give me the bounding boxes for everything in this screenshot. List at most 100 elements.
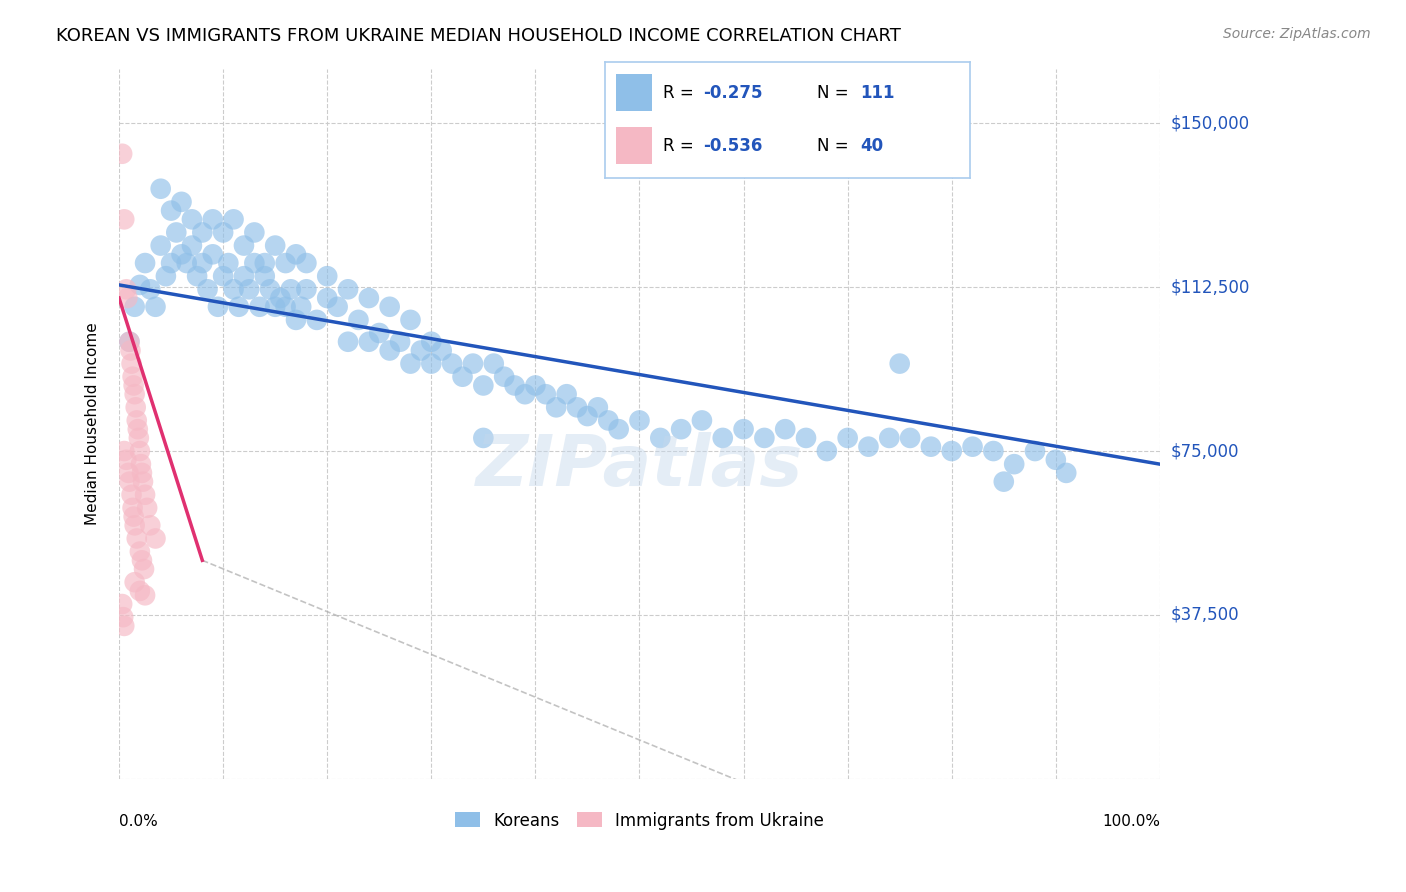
Point: [1024, 444, 1046, 458]
Point: [607, 422, 630, 436]
Point: [222, 282, 245, 296]
Point: [598, 413, 620, 427]
Point: [117, 291, 139, 305]
Point: [149, 182, 172, 196]
Text: -0.536: -0.536: [703, 137, 762, 155]
Point: [180, 212, 202, 227]
Point: [399, 357, 422, 371]
Y-axis label: Median Household Income: Median Household Income: [86, 322, 100, 525]
Text: ZIPatlas: ZIPatlas: [475, 432, 803, 500]
Text: Source: ZipAtlas.com: Source: ZipAtlas.com: [1223, 27, 1371, 41]
Point: [1045, 452, 1067, 467]
Point: [858, 440, 880, 454]
Point: [121, 369, 143, 384]
Point: [201, 212, 224, 227]
Point: [295, 282, 318, 296]
Point: [129, 457, 152, 471]
Point: [120, 343, 142, 358]
Point: [160, 203, 183, 218]
Text: $150,000: $150,000: [1171, 114, 1250, 132]
Point: [124, 387, 146, 401]
Text: 40: 40: [860, 137, 883, 155]
Point: [503, 378, 526, 392]
Point: [274, 256, 297, 270]
Point: [170, 247, 193, 261]
Point: [118, 475, 141, 489]
Point: [472, 431, 495, 445]
Point: [128, 544, 150, 558]
Text: $112,500: $112,500: [1171, 278, 1250, 296]
Point: [494, 369, 516, 384]
Point: [145, 532, 167, 546]
Text: 111: 111: [860, 84, 896, 102]
Point: [112, 619, 135, 633]
Point: [111, 597, 134, 611]
Point: [121, 500, 143, 515]
Point: [124, 575, 146, 590]
Text: N =: N =: [817, 137, 853, 155]
Point: [121, 488, 143, 502]
Point: [285, 313, 308, 327]
Point: [378, 343, 401, 358]
Point: [368, 326, 391, 340]
Text: $37,500: $37,500: [1171, 606, 1240, 624]
Point: [513, 387, 536, 401]
Point: [124, 300, 146, 314]
Point: [576, 409, 599, 423]
Point: [420, 334, 443, 349]
Point: [461, 357, 484, 371]
Point: [128, 431, 150, 445]
Point: [160, 256, 183, 270]
Point: [285, 247, 308, 261]
Point: [128, 277, 150, 292]
Point: [794, 431, 817, 445]
Point: [112, 610, 135, 624]
Point: [1002, 457, 1025, 471]
Point: [128, 583, 150, 598]
Point: [134, 488, 156, 502]
Point: [128, 444, 150, 458]
Point: [962, 440, 984, 454]
Text: -0.275: -0.275: [703, 84, 763, 102]
Point: [264, 238, 287, 252]
Point: [238, 282, 260, 296]
Point: [993, 475, 1015, 489]
Point: [983, 444, 1005, 458]
Point: [326, 300, 349, 314]
Point: [180, 238, 202, 252]
Point: [212, 226, 235, 240]
Point: [155, 269, 177, 284]
Point: [420, 357, 443, 371]
Point: [118, 334, 141, 349]
Point: [399, 313, 422, 327]
Point: [131, 466, 153, 480]
Bar: [616, 74, 652, 112]
Point: [337, 282, 360, 296]
Point: [125, 413, 148, 427]
Text: N =: N =: [817, 84, 853, 102]
Point: [124, 518, 146, 533]
Point: [176, 256, 198, 270]
Point: [534, 387, 557, 401]
Point: [243, 256, 266, 270]
Point: [127, 422, 149, 436]
Point: [111, 146, 134, 161]
Point: [295, 256, 318, 270]
Point: [191, 226, 214, 240]
Point: [191, 256, 214, 270]
Point: [217, 256, 239, 270]
Point: [222, 212, 245, 227]
Point: [243, 226, 266, 240]
Point: [586, 401, 609, 415]
Point: [628, 413, 651, 427]
Point: [118, 334, 141, 349]
Point: [754, 431, 776, 445]
Point: [165, 226, 187, 240]
Point: [711, 431, 734, 445]
Point: [264, 300, 287, 314]
Point: [259, 282, 281, 296]
Point: [898, 431, 921, 445]
Point: [122, 378, 145, 392]
Point: [115, 452, 138, 467]
Point: [690, 413, 713, 427]
